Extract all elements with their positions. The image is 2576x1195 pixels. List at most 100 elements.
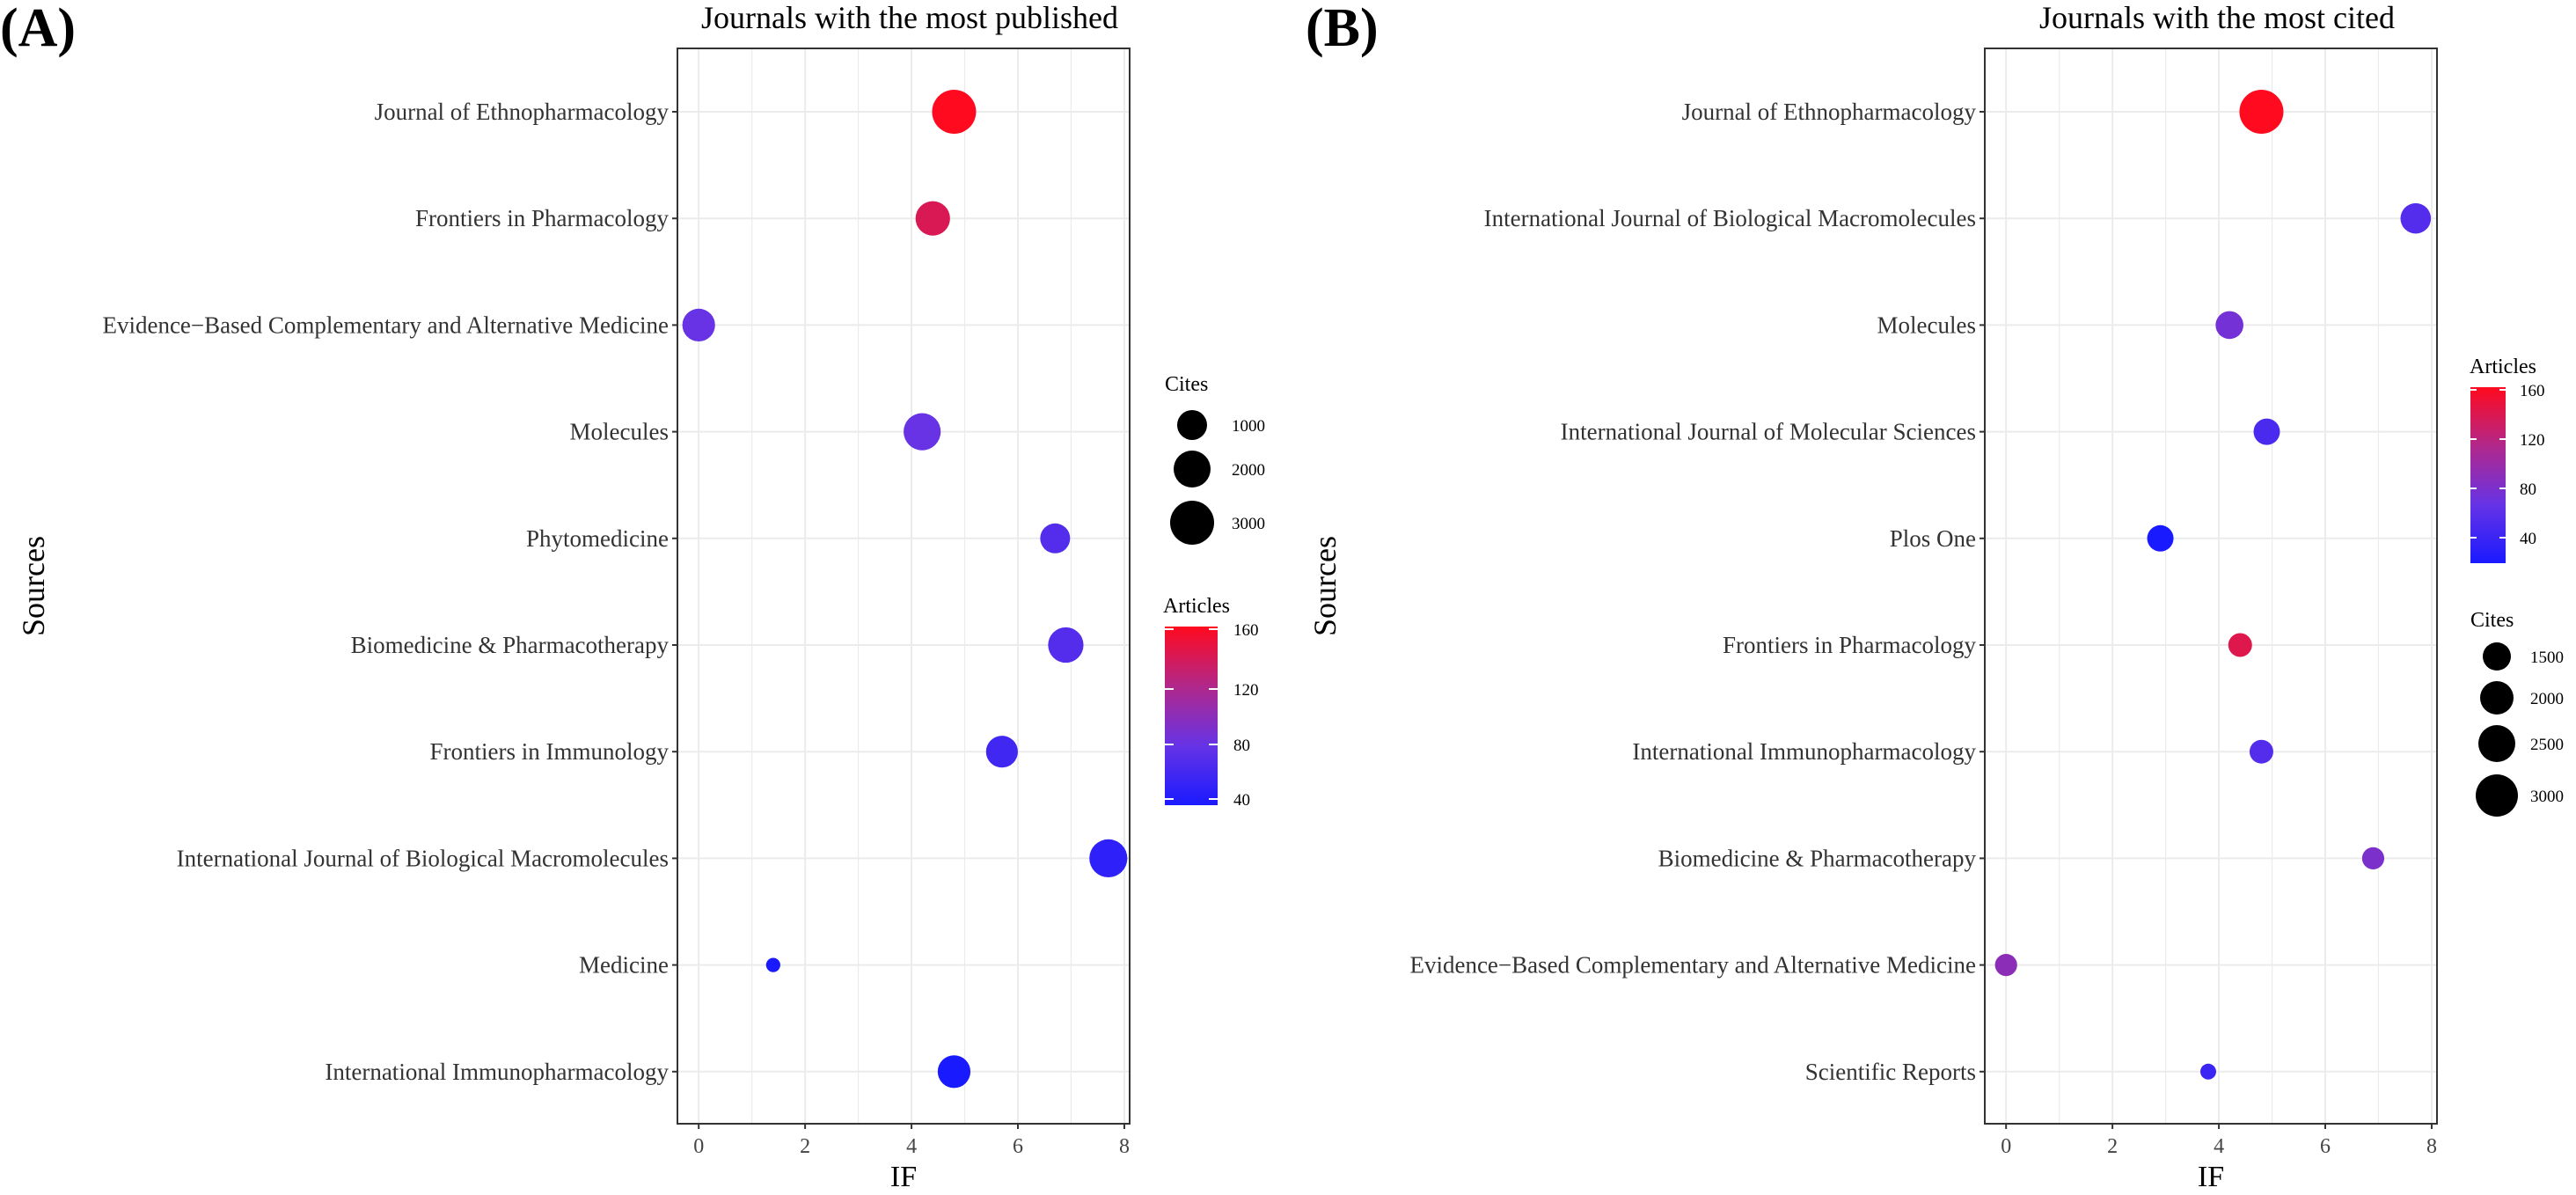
y-tick-label: Molecules: [1877, 312, 1976, 338]
x-tick-label: 6: [2320, 1135, 2331, 1158]
panel-a-x-ticks: 0 2 4 6 8: [693, 1124, 1130, 1158]
y-tick-label: Plos One: [1890, 525, 1976, 552]
panel-a-y-axis-title: Sources: [16, 536, 51, 636]
panel-b-x-axis-title: IF: [2198, 1161, 2224, 1193]
y-tick-label: Phytomedicine: [526, 525, 669, 552]
data-point: [2228, 633, 2252, 657]
panel-b-size-legend-label: 2000: [2530, 690, 2564, 708]
data-point: [2249, 739, 2273, 764]
y-tick-label: International Journal of Molecular Scien…: [1561, 419, 1976, 445]
panel-b-label: (B): [1306, 0, 1379, 58]
panel-a-color-legend-title: Articles: [1163, 595, 1230, 618]
x-tick-label: 0: [2001, 1135, 2011, 1158]
x-tick-label: 4: [2214, 1135, 2224, 1158]
panel-a-label: (A): [0, 0, 76, 58]
panel-b-size-legend: Cites 1500 2000 2500 3000: [2470, 609, 2564, 817]
data-point: [2199, 1063, 2216, 1080]
panel-a-color-legend: Articles 160 120 80 40: [1163, 595, 1259, 810]
panel-b-color-legend: Articles 160 120 80 40: [2470, 356, 2545, 563]
x-tick-label: 6: [1013, 1135, 1023, 1158]
panel-b-colorbar-label: 40: [2520, 530, 2536, 548]
panel-b-size-legend-label: 1500: [2530, 649, 2564, 667]
panel-a-colorbar-label: 120: [1233, 681, 1259, 700]
y-tick-label: Frontiers in Immunology: [430, 738, 670, 765]
y-tick-label: Scientific Reports: [1805, 1059, 1976, 1085]
y-tick-label: Biomedicine & Pharmacotherapy: [1658, 845, 1977, 871]
panel-a-y-tick-labels: Journal of Ethnopharmacology Frontiers in…: [102, 99, 677, 1085]
panel-b-grid: [1986, 49, 2436, 1123]
panel-b-size-legend-title: Cites: [2470, 609, 2514, 632]
data-point: [915, 201, 950, 236]
panel-a-size-legend-label: 2000: [1232, 461, 1265, 480]
panel-a-points: [682, 90, 1128, 1089]
panel-a-size-legend-dot: [1174, 451, 1211, 488]
panel-b-points: [1994, 90, 2432, 1080]
y-tick-label: International Journal of Biological Macr…: [177, 845, 669, 871]
x-tick-label: 8: [1119, 1135, 1130, 1158]
x-tick-label: 2: [2107, 1135, 2118, 1158]
x-tick-label: 4: [906, 1135, 917, 1158]
y-tick-label: Biomedicine & Pharmacotherapy: [351, 632, 670, 658]
panel-b-size-legend-dot: [2480, 681, 2514, 715]
y-tick-label: Molecules: [570, 419, 669, 445]
data-point: [682, 308, 715, 341]
x-tick-label: 2: [800, 1135, 810, 1158]
data-point: [2147, 524, 2174, 552]
data-point: [1048, 627, 1084, 663]
panel-a-size-legend-label: 1000: [1232, 417, 1265, 436]
panel-b-size-legend-label: 2500: [2530, 736, 2564, 754]
panel-b-size-legend-dot: [2476, 774, 2518, 817]
panel-b-colorbar-label: 80: [2520, 480, 2536, 499]
panel-b-size-legend-dot: [2478, 725, 2515, 762]
panel-b-colorbar-label: 120: [2520, 431, 2545, 450]
data-point: [1994, 954, 2017, 977]
y-tick-label: Frontiers in Pharmacology: [415, 205, 669, 231]
y-tick-label: Journal of Ethnopharmacology: [1682, 99, 1977, 125]
panel-b-plot-area: [1984, 48, 2438, 1125]
panel-a-size-legend-dot: [1177, 410, 1207, 440]
panel-a-title: Journals with the most published: [701, 0, 1118, 35]
panel-a-plot-area: [677, 48, 1131, 1125]
panel-b-y-tick-labels: Journal of Ethnopharmacology Internationa…: [1409, 99, 1985, 1085]
panel-b-colorbar-ticks: [2470, 389, 2506, 539]
panel-b-colorbar: [2470, 387, 2506, 563]
panel-a-size-legend: Cites 1000 2000 3000: [1165, 373, 1265, 545]
panel-a-colorbar-label: 80: [1233, 737, 1250, 755]
panel-a-size-legend-label: 3000: [1232, 515, 1265, 533]
data-point: [2400, 202, 2432, 234]
panel-b-title: Journals with the most cited: [2039, 0, 2395, 35]
y-tick-label: Evidence−Based Complementary and Alterna…: [102, 312, 669, 338]
data-point: [937, 1055, 971, 1089]
panel-b-y-axis-title: Sources: [1307, 536, 1343, 636]
panel-b-size-legend-dot: [2483, 642, 2511, 671]
data-point: [904, 413, 941, 451]
y-tick-label: International Immunopharmacology: [1632, 738, 1976, 765]
panel-b-size-legend-label: 3000: [2530, 788, 2564, 806]
y-tick-label: Evidence−Based Complementary and Alterna…: [1409, 952, 1976, 979]
panel-a: (A) Journals with the most published Jou…: [0, 0, 1265, 1193]
data-point: [932, 90, 977, 134]
data-point: [2253, 418, 2280, 445]
data-point: [2361, 847, 2385, 870]
panel-b-colorbar-label: 160: [2520, 382, 2545, 400]
panel-b-x-ticks: 0 2 4 6 8: [2001, 1124, 2437, 1158]
x-tick-label: 8: [2426, 1135, 2437, 1158]
data-point: [985, 736, 1018, 768]
y-tick-label: Frontiers in Pharmacology: [1723, 632, 1976, 658]
x-tick-label: 0: [693, 1135, 704, 1158]
panel-b: (B) Journals with the most cited Journal…: [1306, 0, 2564, 1193]
y-tick-label: Medicine: [579, 952, 669, 979]
y-tick-label: International Journal of Biological Macr…: [1484, 205, 1976, 231]
y-tick-label: International Immunopharmacology: [325, 1059, 669, 1085]
data-point: [765, 957, 780, 972]
data-point: [1089, 839, 1128, 878]
panel-a-colorbar-label: 160: [1233, 621, 1259, 640]
panel-a-colorbar-ticks: [1165, 628, 1218, 800]
panel-a-colorbar-label: 40: [1233, 791, 1250, 810]
data-point: [1040, 523, 1071, 554]
panel-a-x-axis-title: IF: [890, 1161, 917, 1193]
panel-a-size-legend-dot: [1170, 501, 1214, 545]
panel-a-colorbar: [1165, 627, 1218, 805]
data-point: [2239, 90, 2284, 134]
